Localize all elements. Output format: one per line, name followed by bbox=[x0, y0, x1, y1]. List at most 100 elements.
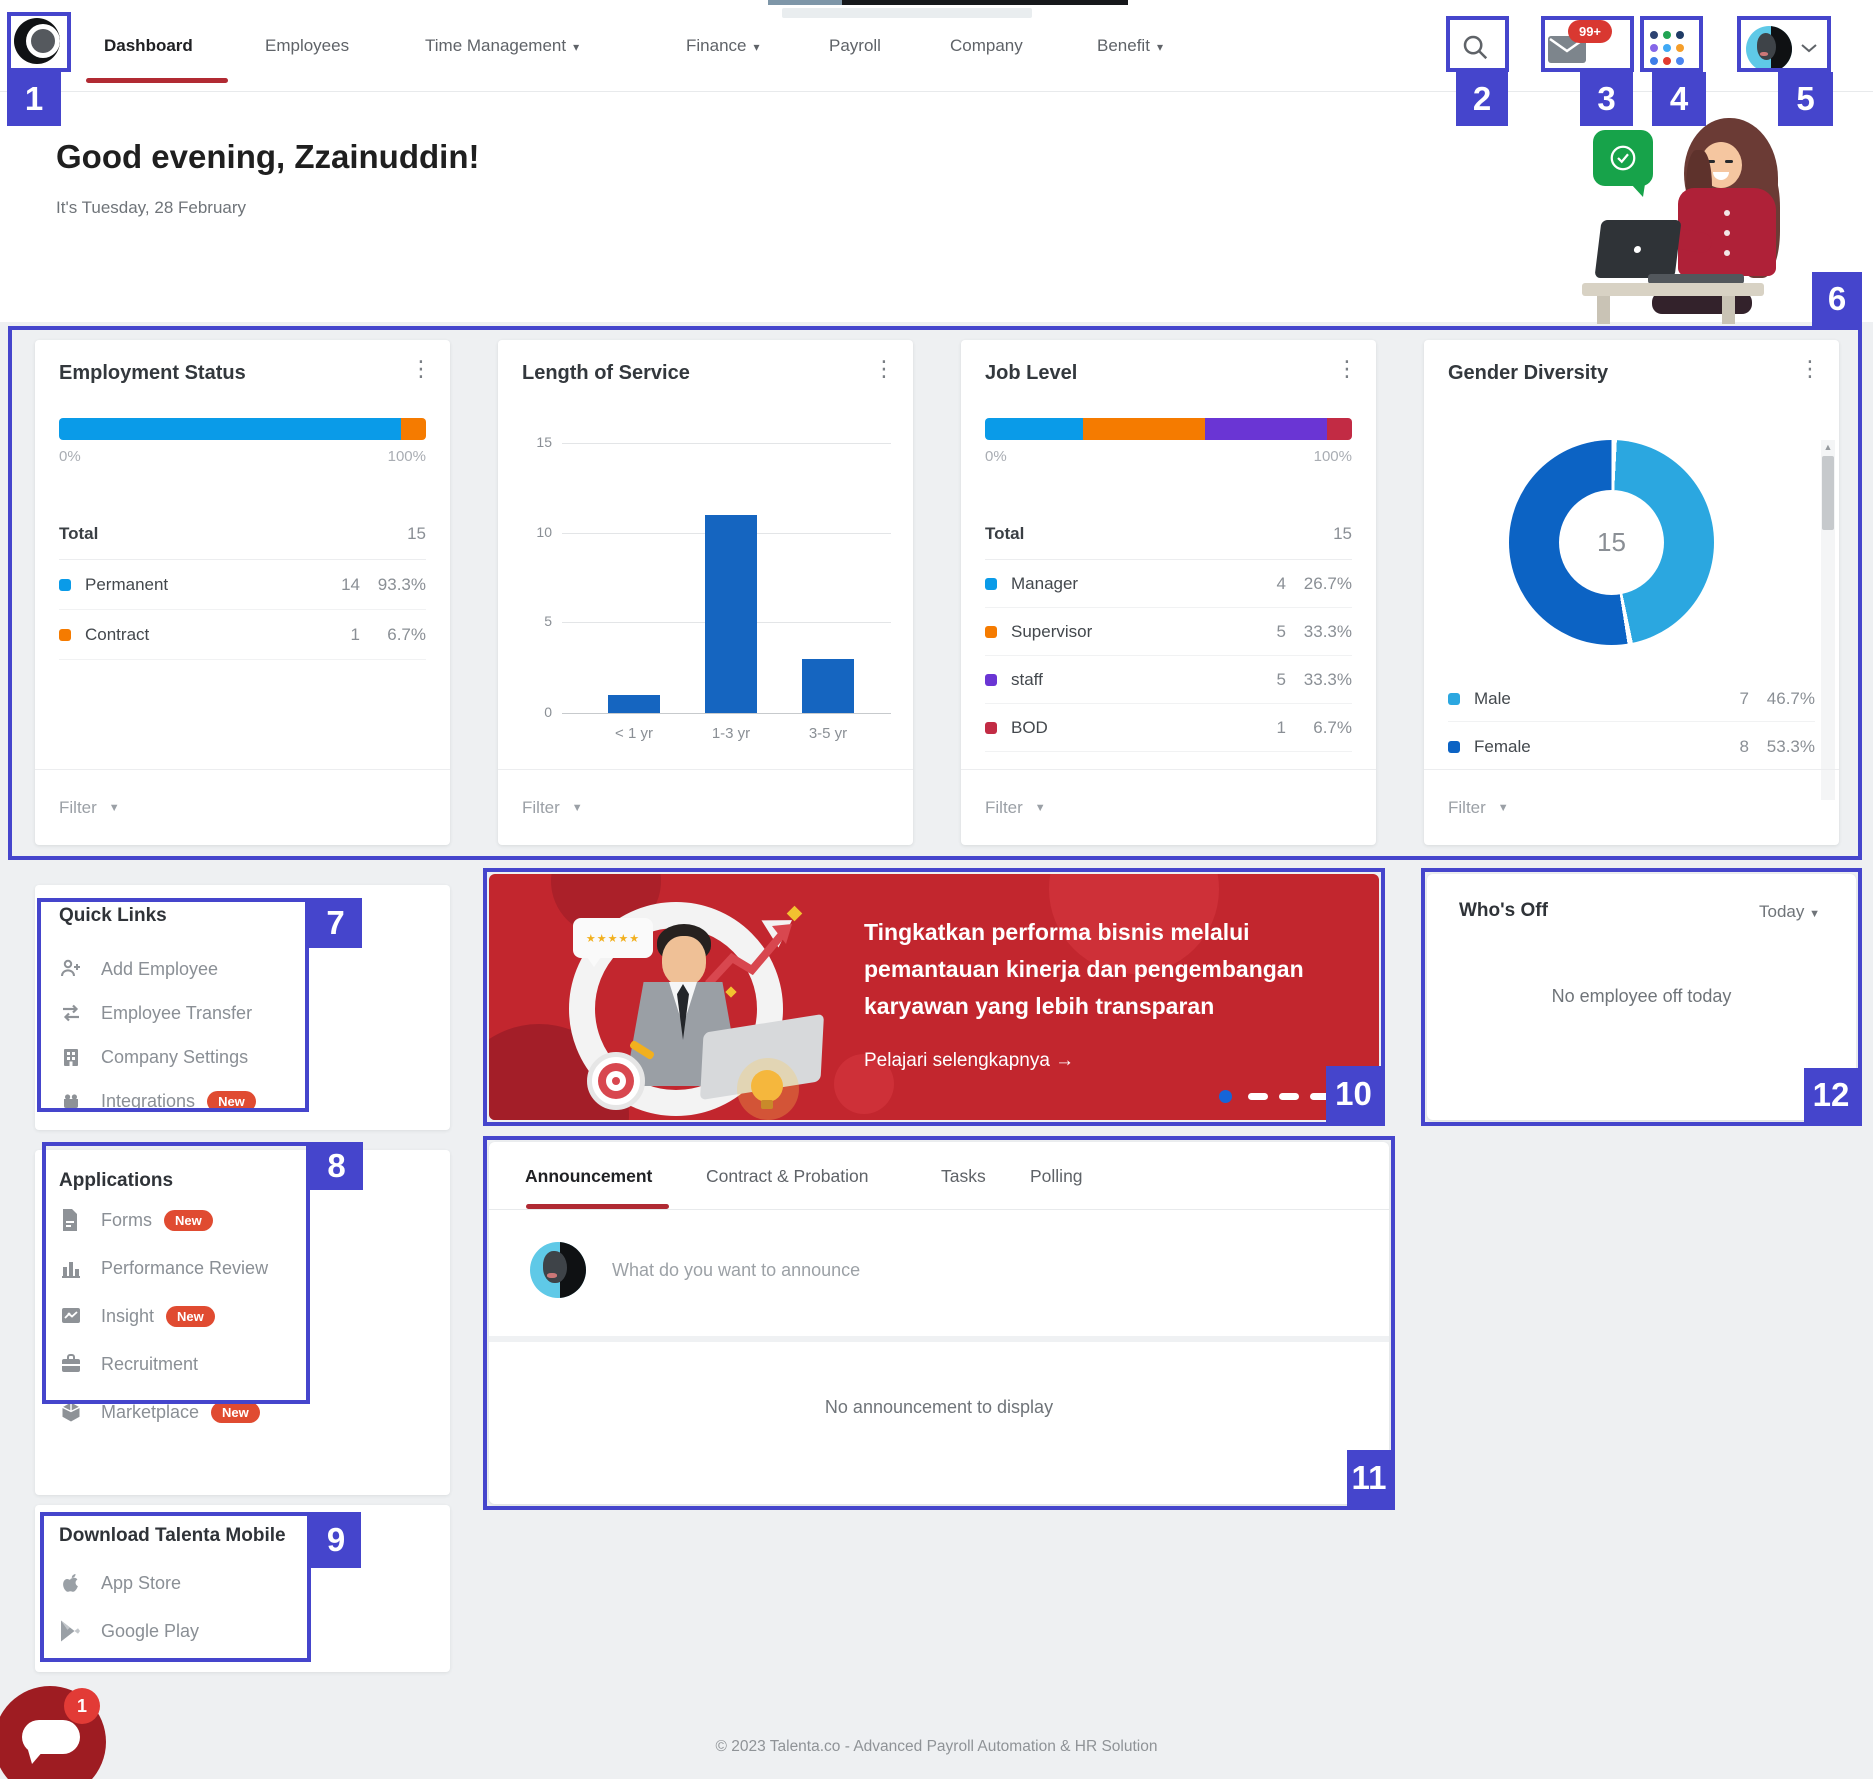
applications-panel: Applications Forms New Performance Revie… bbox=[35, 1150, 450, 1495]
x-label: < 1 yr bbox=[615, 725, 653, 742]
building-icon bbox=[59, 1045, 85, 1069]
y-tick: 0 bbox=[544, 704, 552, 720]
quick-link-company-settings[interactable]: Company Settings bbox=[59, 1035, 429, 1079]
banner-headline: Tingkatkan performa bisnis melalui peman… bbox=[864, 914, 1344, 1025]
tab-polling[interactable]: Polling bbox=[1030, 1166, 1083, 1186]
filter-dropdown[interactable]: Filter ▼ bbox=[961, 769, 1376, 845]
carousel-dot[interactable] bbox=[1279, 1093, 1299, 1100]
kebab-menu-icon[interactable]: ⋮ bbox=[1799, 356, 1821, 381]
talenta-logo[interactable] bbox=[14, 18, 60, 64]
avatar[interactable] bbox=[1746, 26, 1792, 72]
announcement-composer-input[interactable]: What do you want to announce bbox=[612, 1260, 861, 1280]
nav-employees[interactable]: Employees bbox=[265, 36, 350, 55]
annotation-box-2 bbox=[1446, 16, 1509, 72]
filter-label: Filter bbox=[985, 797, 1023, 817]
app-insight[interactable]: Insight New bbox=[59, 1292, 429, 1340]
illustration-desk-leg bbox=[1722, 296, 1735, 324]
range-labels: 0% 100% bbox=[985, 448, 1352, 465]
legend-row-contract: Contract 1 6.7% bbox=[59, 610, 426, 660]
google-play-link[interactable]: Google Play bbox=[59, 1609, 429, 1653]
annotation-box-6 bbox=[8, 326, 1862, 860]
app-forms[interactable]: Forms New bbox=[59, 1196, 429, 1244]
person-plus-icon bbox=[59, 957, 85, 981]
nav-benefit[interactable]: Benefit ▾ bbox=[1097, 36, 1163, 56]
carousel-dot[interactable] bbox=[1310, 1093, 1330, 1100]
nav-payroll[interactable]: Payroll bbox=[829, 36, 881, 55]
app-label: Marketplace bbox=[101, 1401, 200, 1422]
app-marketplace[interactable]: Marketplace New bbox=[59, 1388, 429, 1436]
chat-unread-badge: 1 bbox=[64, 1688, 100, 1724]
chevron-down-icon[interactable] bbox=[1800, 42, 1818, 54]
cube-icon bbox=[59, 1400, 85, 1424]
legend-row-staff: staff 5 33.3% bbox=[985, 656, 1352, 704]
nav-time-management[interactable]: Time Management ▾ bbox=[425, 36, 579, 56]
avatar-figure-detail bbox=[1759, 51, 1769, 56]
bar-3-5yr bbox=[802, 659, 854, 713]
app-performance-review[interactable]: Performance Review bbox=[59, 1244, 429, 1292]
scrollbar-thumb[interactable] bbox=[1822, 456, 1834, 530]
filter-dropdown[interactable]: Filter ▼ bbox=[1424, 769, 1839, 845]
banner-learn-more-link[interactable]: Pelajari selengkapnya → bbox=[864, 1050, 1075, 1071]
legend-row-permanent: Permanent 14 93.3% bbox=[59, 560, 426, 610]
avatar-figure-detail bbox=[546, 1273, 557, 1279]
search-icon[interactable] bbox=[1460, 32, 1490, 62]
quick-link-add-employee[interactable]: Add Employee bbox=[59, 947, 429, 991]
filter-label: Filter bbox=[59, 797, 97, 817]
whos-off-empty-text: No employee off today bbox=[1551, 986, 1732, 1006]
filter-dropdown[interactable]: Filter ▼ bbox=[498, 769, 913, 845]
annotation-label-4: 4 bbox=[1652, 72, 1706, 126]
browser-strip-gray bbox=[768, 0, 842, 5]
nav-dashboard[interactable]: Dashboard bbox=[104, 36, 193, 55]
store-label: App Store bbox=[101, 1572, 182, 1593]
annotation-box-12 bbox=[1421, 868, 1862, 1126]
annotation-box-4 bbox=[1640, 16, 1703, 72]
quick-link-employee-transfer[interactable]: Employee Transfer bbox=[59, 991, 429, 1035]
illustration-laptop-base bbox=[1648, 274, 1744, 284]
banner-line: pemantauan kinerja dan pengembangan bbox=[864, 956, 1304, 982]
annotation-box-3 bbox=[1541, 16, 1634, 72]
legend-value: 8 bbox=[1739, 736, 1749, 756]
range-min: 0% bbox=[59, 448, 81, 465]
job-level-card: Job Level ⋮ 0% 100% Total 15 Manager 4 2… bbox=[961, 340, 1376, 845]
new-badge: New bbox=[166, 1305, 215, 1327]
gridline-0 bbox=[562, 713, 891, 714]
banner-trend-arrow bbox=[705, 924, 792, 987]
app-store-link[interactable]: App Store bbox=[59, 1561, 429, 1605]
legend-dot bbox=[1448, 740, 1460, 753]
footer-copyright: © 2023 Talenta.co - Advanced Payroll Aut… bbox=[715, 1738, 1158, 1755]
quick-link-integrations[interactable]: Integrations New bbox=[59, 1079, 429, 1123]
chevron-down-icon: ▾ bbox=[573, 40, 580, 54]
active-nav-underline bbox=[86, 78, 228, 83]
card-scrollbar[interactable]: ▲ bbox=[1821, 440, 1835, 800]
composer-avatar bbox=[530, 1242, 586, 1298]
kebab-menu-icon[interactable]: ⋮ bbox=[1336, 356, 1358, 381]
legend-pct: 33.3% bbox=[1303, 621, 1352, 641]
app-recruitment[interactable]: Recruitment bbox=[59, 1340, 429, 1388]
promo-banner[interactable]: ★★★★★ Tingkatkan performa bisnis melalui… bbox=[489, 874, 1379, 1120]
store-label: Google Play bbox=[101, 1620, 200, 1641]
kebab-menu-icon[interactable]: ⋮ bbox=[873, 356, 895, 381]
tab-contract-probation[interactable]: Contract & Probation bbox=[706, 1166, 869, 1186]
banner-man-face bbox=[662, 936, 706, 986]
mail-badge: 99+ bbox=[1568, 20, 1612, 43]
app-label: Insight bbox=[101, 1305, 155, 1326]
nav-finance[interactable]: Finance ▾ bbox=[686, 36, 760, 56]
illustration-desk bbox=[1582, 283, 1764, 296]
stacked-segment-supervisor bbox=[1082, 418, 1206, 440]
app-label: Recruitment bbox=[101, 1353, 199, 1374]
carousel-dot[interactable] bbox=[1248, 1093, 1268, 1100]
nav-company[interactable]: Company bbox=[950, 36, 1023, 55]
legend-label: Male bbox=[1474, 689, 1511, 708]
tab-announcement[interactable]: Announcement bbox=[525, 1166, 653, 1186]
whos-off-range-dropdown[interactable]: Today ▼ bbox=[1759, 902, 1820, 922]
apps-grid-icon[interactable] bbox=[1650, 31, 1684, 65]
scroll-up-arrow-icon[interactable]: ▲ bbox=[1823, 442, 1833, 452]
chevron-down-icon: ▾ bbox=[1156, 40, 1163, 54]
filter-dropdown[interactable]: Filter ▼ bbox=[35, 769, 450, 845]
banner-target bbox=[587, 1052, 645, 1110]
chat-bubble-icon bbox=[22, 1720, 80, 1754]
tab-tasks[interactable]: Tasks bbox=[941, 1166, 986, 1186]
kebab-menu-icon[interactable]: ⋮ bbox=[410, 356, 432, 381]
carousel-dot-active[interactable] bbox=[1219, 1090, 1232, 1103]
empty-announcement-text: No announcement to display bbox=[824, 1397, 1054, 1417]
